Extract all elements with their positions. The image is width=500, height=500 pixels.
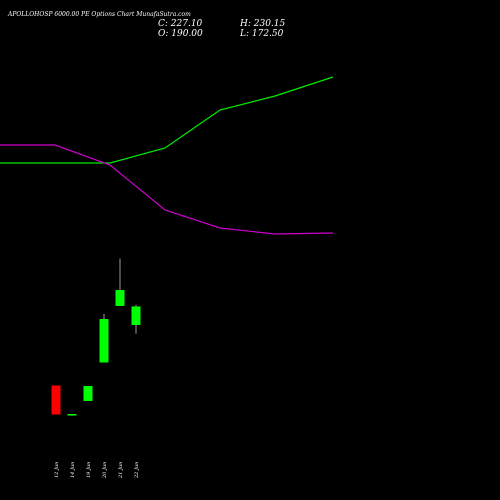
x-axis-ticks: 12 Jun 14 Jun 19 Jun 20 Jun 21 Jun 22 Jun bbox=[54, 462, 140, 479]
x-tick-label: 22 Jun bbox=[134, 462, 140, 479]
candles bbox=[51, 258, 141, 416]
close-value: C: 227.10 bbox=[158, 19, 203, 29]
x-tick-label: 19 Jun bbox=[86, 462, 92, 478]
chart-title: APOLLOHOSP 6000.00 PE Options Chart Muna… bbox=[7, 11, 191, 18]
indicator-lines bbox=[0, 76, 334, 235]
x-tick-label: 12 Jun bbox=[54, 462, 60, 478]
x-tick-label: 20 Jun bbox=[102, 462, 108, 479]
low-value: L: 172.50 bbox=[239, 29, 284, 39]
green-line bbox=[0, 76, 334, 164]
candle-body bbox=[99, 319, 109, 363]
open-value: O: 190.00 bbox=[158, 29, 203, 39]
x-tick-label: 21 Jun bbox=[118, 462, 124, 479]
candle-body bbox=[131, 306, 141, 325]
magenta-line bbox=[0, 144, 334, 235]
high-value: H: 230.15 bbox=[239, 19, 286, 29]
candle-body bbox=[115, 290, 125, 306]
candle-body bbox=[51, 385, 61, 415]
candle-body bbox=[67, 414, 77, 416]
x-tick-label: 14 Jun bbox=[70, 462, 76, 478]
candle-body bbox=[83, 386, 93, 401]
